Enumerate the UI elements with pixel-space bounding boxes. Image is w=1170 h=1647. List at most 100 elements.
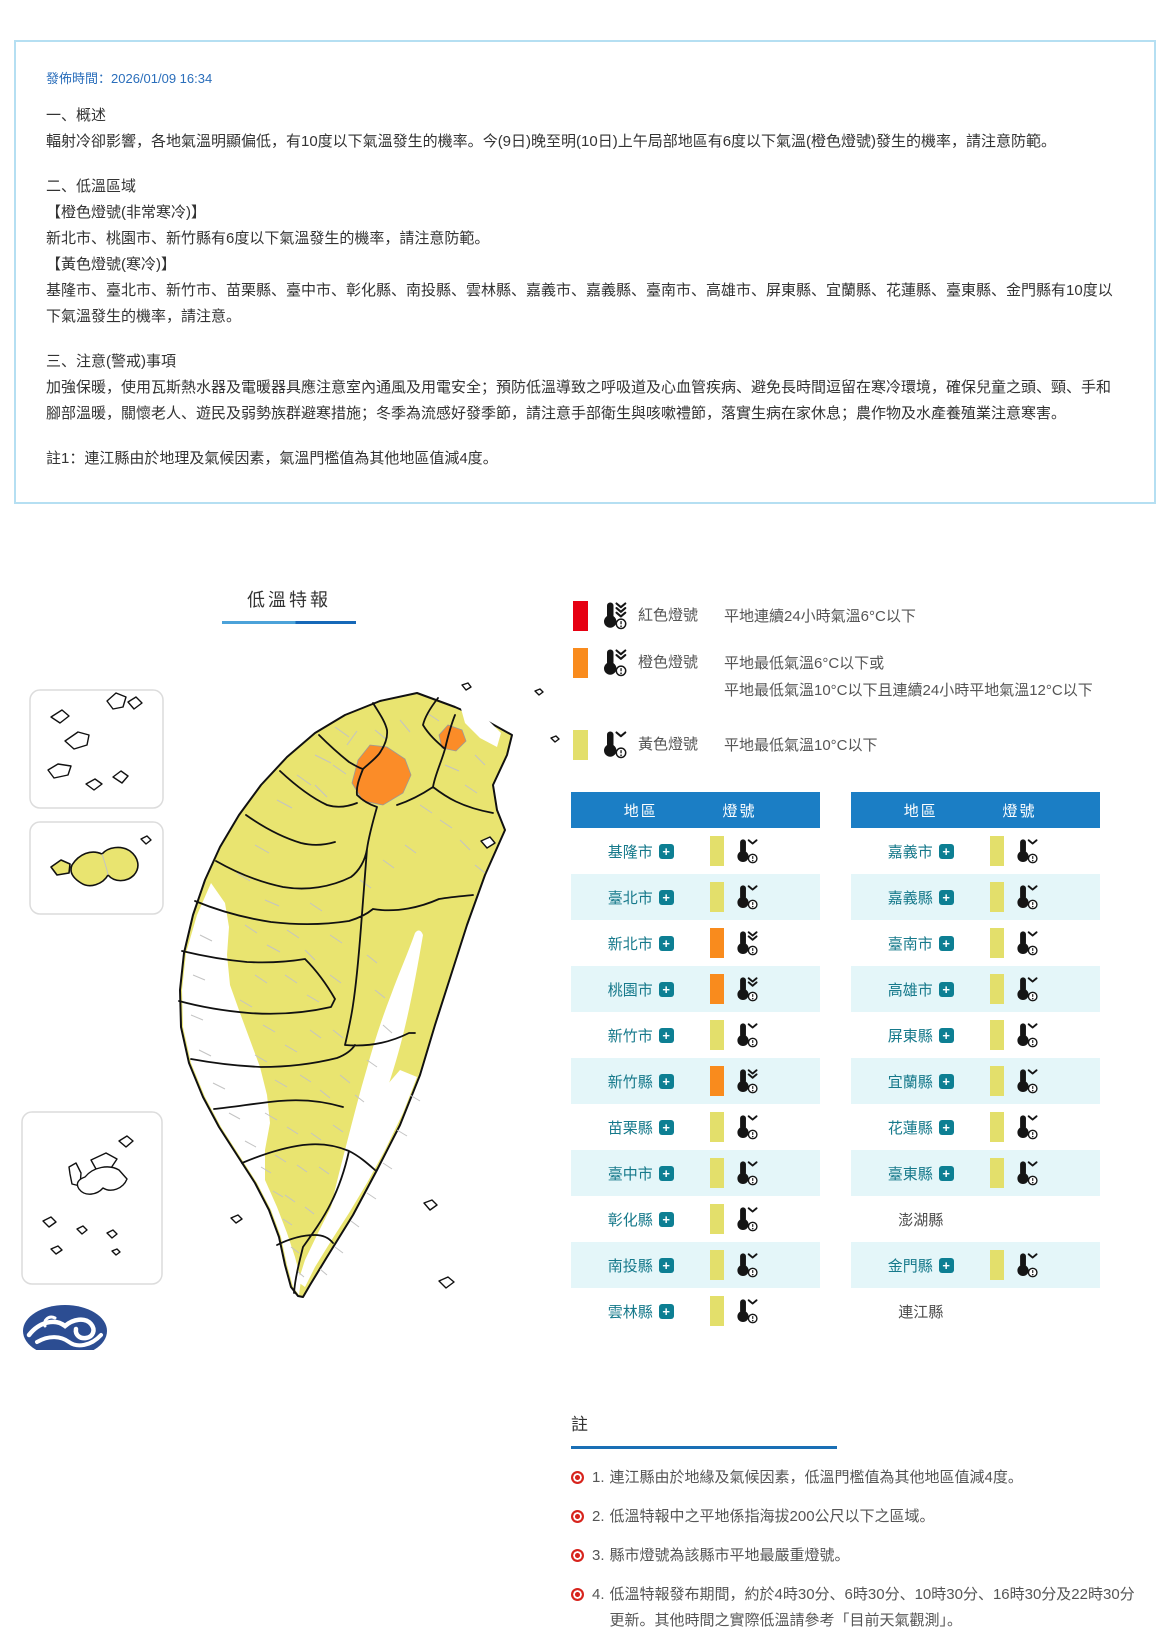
inset-penghu — [21, 1111, 163, 1285]
region-cell[interactable]: 臺北市 + — [571, 887, 710, 908]
region-name: 桃園市 — [607, 981, 653, 999]
expand-plus-icon[interactable]: + — [658, 1165, 674, 1181]
yellow-signal-chip — [990, 1066, 1005, 1096]
yellow-signal-chip — [710, 1158, 725, 1188]
expand-plus-icon[interactable]: + — [658, 1303, 674, 1319]
region-name: 金門縣 — [887, 1257, 933, 1275]
region-cell[interactable]: 基隆市 + — [571, 841, 710, 862]
expand-plus-icon[interactable]: + — [938, 1027, 954, 1043]
region-cell[interactable]: 嘉義縣 + — [851, 887, 990, 908]
thermometer-icon — [732, 976, 759, 1003]
expand-plus-icon[interactable]: + — [938, 981, 954, 997]
expand-plus-icon[interactable]: + — [938, 843, 954, 859]
expand-plus-icon[interactable]: + — [658, 981, 674, 997]
table-row: 臺北市 + — [571, 874, 820, 920]
yellow-signal-chip — [710, 1020, 725, 1050]
region-cell[interactable]: 苗栗縣 + — [571, 1117, 710, 1138]
expand-plus-icon[interactable]: + — [658, 1073, 674, 1089]
thermometer-icon — [1012, 930, 1039, 957]
expand-plus-icon[interactable]: + — [658, 1257, 674, 1273]
expand-plus-icon[interactable]: + — [658, 1211, 674, 1227]
taiwan-warning-map[interactable] — [15, 635, 560, 1350]
bulletin-text-line: 二、低溫區域 — [46, 178, 137, 195]
region-name: 澎湖縣 — [898, 1211, 944, 1229]
region-cell: 澎湖縣 — [851, 1209, 990, 1230]
note-text: 縣市燈號為該縣市平地最嚴重燈號。 — [609, 1547, 850, 1564]
expand-plus-icon[interactable]: + — [938, 889, 954, 905]
region-cell[interactable]: 新北市 + — [571, 933, 710, 954]
expand-plus-icon[interactable]: + — [938, 1165, 954, 1181]
cold-thermometer-icon — [1017, 976, 1039, 1001]
orange-signal-chip — [710, 974, 725, 1004]
region-cell[interactable]: 高雄市 + — [851, 979, 990, 1000]
warning-table-left: 地區 燈號 基隆市 + 臺北市 + 新北市 + 桃園市 + 新竹市 + 新竹縣 + 苗栗縣 + — [571, 792, 820, 1334]
thermometer-icon — [598, 648, 628, 678]
region-cell[interactable]: 臺中市 + — [571, 1163, 710, 1184]
region-cell[interactable]: 嘉義市 + — [851, 841, 990, 862]
yellow-signal-chip — [990, 928, 1005, 958]
region-cell[interactable]: 臺南市 + — [851, 933, 990, 954]
note-text: 連江縣由於地緣及氣候因素，低溫門檻值為其他地區值減4度。 — [609, 1469, 1023, 1486]
expand-plus-icon[interactable]: + — [938, 935, 954, 951]
township-borders — [190, 712, 486, 1278]
legend-item: 橙色燈號 平地最低氣溫6°C以下或 平地最低氣溫10°C以下且連續24小時平地氣溫1… — [573, 648, 1133, 704]
expand-plus-icon[interactable]: + — [938, 1073, 954, 1089]
expand-plus-icon[interactable]: + — [938, 1119, 954, 1135]
expand-plus-icon[interactable]: + — [658, 843, 674, 859]
region-cell[interactable]: 金門縣 + — [851, 1255, 990, 1276]
region-name: 南投縣 — [607, 1257, 653, 1275]
expand-plus-icon[interactable]: + — [938, 1257, 954, 1273]
expand-plus-icon[interactable]: + — [658, 1119, 674, 1135]
table-row: 臺東縣 + — [851, 1150, 1100, 1196]
region-cell[interactable]: 新竹市 + — [571, 1025, 710, 1046]
cold-thermometer-icon — [737, 884, 759, 909]
cold-thermometer-icon — [737, 1068, 759, 1093]
region-cell[interactable]: 屏東縣 + — [851, 1025, 990, 1046]
region-name: 臺北市 — [607, 889, 653, 907]
region-name: 嘉義市 — [887, 843, 933, 861]
region-name: 嘉義縣 — [887, 889, 933, 907]
thermometer-icon — [732, 1206, 759, 1233]
yellow-signal-chip — [710, 1204, 725, 1234]
signal-cell — [710, 1066, 820, 1096]
cold-thermometer-icon — [1017, 930, 1039, 955]
region-cell[interactable]: 宜蘭縣 + — [851, 1071, 990, 1092]
note-number: 1. — [592, 1469, 605, 1486]
legend-description: 平地最低氣溫6°C以下或 平地最低氣溫10°C以下且連續24小時平地氣溫12°C以… — [724, 648, 1093, 704]
thermometer-icon — [598, 730, 628, 760]
signal-cell — [990, 928, 1100, 958]
orange-warning-region-1[interactable] — [351, 744, 412, 806]
table-row: 屏東縣 + — [851, 1012, 1100, 1058]
no-warning-mountain-region — [329, 930, 423, 1217]
region-name: 臺東縣 — [887, 1165, 933, 1183]
cold-thermometer-icon — [737, 838, 759, 863]
inset-kinmen — [29, 821, 164, 915]
region-cell[interactable]: 臺東縣 + — [851, 1163, 990, 1184]
expand-plus-icon[interactable]: + — [658, 889, 674, 905]
yellow-signal-chip — [573, 730, 588, 760]
expand-plus-icon[interactable]: + — [658, 1027, 674, 1043]
main-island[interactable] — [178, 682, 560, 1298]
thermometer-icon — [732, 930, 759, 957]
region-cell[interactable]: 新竹縣 + — [571, 1071, 710, 1092]
region-cell[interactable]: 桃園市 + — [571, 979, 710, 1000]
region-cell[interactable]: 花蓮縣 + — [851, 1117, 990, 1138]
yellow-signal-chip — [990, 1020, 1005, 1050]
note-number: 2. — [592, 1508, 605, 1525]
thermometer-icon — [1012, 1068, 1039, 1095]
region-name: 新竹縣 — [607, 1073, 653, 1091]
thermometer-icon — [732, 838, 759, 865]
thermometer-icon — [1012, 838, 1039, 865]
notes-list: 1. 連江縣由於地緣及氣候因素，低溫門檻值為其他地區值減4度。 2. 低溫特報中之平地… — [571, 1465, 1139, 1634]
thermometer-icon — [732, 1114, 759, 1141]
region-cell[interactable]: 彰化縣 + — [571, 1209, 710, 1230]
thermometer-icon — [732, 1022, 759, 1049]
region-cell[interactable]: 南投縣 + — [571, 1255, 710, 1276]
thermometer-icon — [732, 1160, 759, 1187]
table-row: 南投縣 + — [571, 1242, 820, 1288]
yellow-signal-chip — [710, 1296, 725, 1326]
expand-plus-icon[interactable]: + — [658, 935, 674, 951]
bulletin-text-line: 三、注意(警戒)事項 — [46, 353, 176, 370]
table-row: 金門縣 + — [851, 1242, 1100, 1288]
region-cell[interactable]: 雲林縣 + — [571, 1301, 710, 1322]
